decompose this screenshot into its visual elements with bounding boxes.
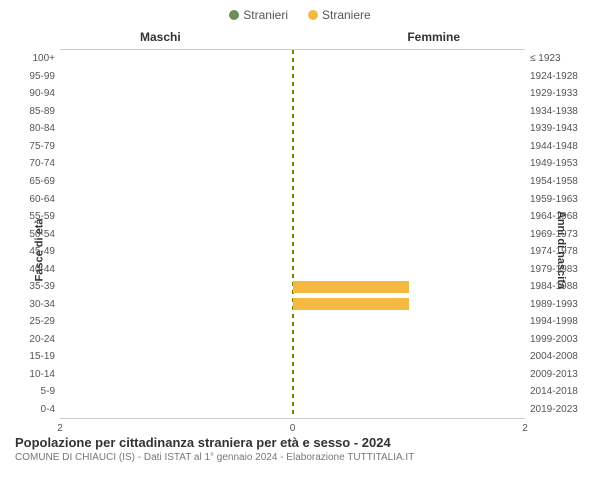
legend-dot-icon <box>308 10 318 20</box>
x-tick-label: 0 <box>290 423 296 434</box>
birth-year-label: 1939-1943 <box>530 123 590 134</box>
age-label: 50-54 <box>10 229 55 240</box>
age-label: 85-89 <box>10 106 55 117</box>
birth-year-label: 1929-1933 <box>530 88 590 99</box>
birth-year-label: 2019-2023 <box>530 404 590 415</box>
birth-year-label: 1994-1998 <box>530 316 590 327</box>
population-pyramid-chart: 100+≤ 192395-991924-192890-941929-193385… <box>60 49 525 419</box>
age-row: 5-92014-2018 <box>60 383 525 401</box>
birth-year-label: 1999-2003 <box>530 334 590 345</box>
age-row: 35-391984-1988 <box>60 278 525 296</box>
column-header-right: Femmine <box>407 30 460 44</box>
legend-label: Straniere <box>322 8 371 22</box>
age-row: 100+≤ 1923 <box>60 50 525 68</box>
birth-year-label: 1959-1963 <box>530 194 590 205</box>
age-row: 80-841939-1943 <box>60 120 525 138</box>
chart-footer: Popolazione per cittadinanza straniera p… <box>0 423 600 463</box>
birth-year-label: 1944-1948 <box>530 141 590 152</box>
birth-year-label: 1949-1953 <box>530 158 590 169</box>
legend-dot-icon <box>229 10 239 20</box>
age-label: 65-69 <box>10 176 55 187</box>
age-label: 45-49 <box>10 246 55 257</box>
age-row: 75-791944-1948 <box>60 138 525 156</box>
x-axis: 202 <box>60 419 525 423</box>
birth-year-label: ≤ 1923 <box>530 53 590 64</box>
x-tick-label: 2 <box>522 423 528 434</box>
birth-year-label: 1979-1983 <box>530 264 590 275</box>
age-row: 0-42019-2023 <box>60 401 525 419</box>
age-row: 55-591964-1968 <box>60 208 525 226</box>
birth-year-label: 1974-1978 <box>530 246 590 257</box>
age-row: 20-241999-2003 <box>60 331 525 349</box>
age-row: 95-991924-1928 <box>60 68 525 86</box>
age-row: 30-341989-1993 <box>60 295 525 313</box>
age-row: 65-691954-1958 <box>60 173 525 191</box>
birth-year-label: 1954-1958 <box>530 176 590 187</box>
birth-year-label: 2004-2008 <box>530 351 590 362</box>
age-label: 5-9 <box>10 386 55 397</box>
age-label: 95-99 <box>10 71 55 82</box>
birth-year-label: 1969-1973 <box>530 229 590 240</box>
age-row: 45-491974-1978 <box>60 243 525 261</box>
age-label: 15-19 <box>10 351 55 362</box>
age-label: 40-44 <box>10 264 55 275</box>
legend-label: Stranieri <box>243 8 288 22</box>
age-label: 55-59 <box>10 211 55 222</box>
age-row: 15-192004-2008 <box>60 348 525 366</box>
age-row: 10-142009-2013 <box>60 366 525 384</box>
age-label: 0-4 <box>10 404 55 415</box>
legend-item: Straniere <box>308 8 371 22</box>
legend: Stranieri Straniere <box>0 0 600 30</box>
age-row: 70-741949-1953 <box>60 155 525 173</box>
birth-year-label: 2014-2018 <box>530 386 590 397</box>
birth-year-label: 2009-2013 <box>530 369 590 380</box>
age-row: 25-291994-1998 <box>60 313 525 331</box>
age-row: 90-941929-1933 <box>60 85 525 103</box>
age-row: 40-441979-1983 <box>60 260 525 278</box>
age-label: 10-14 <box>10 369 55 380</box>
birth-year-label: 1984-1988 <box>530 281 590 292</box>
age-label: 100+ <box>10 53 55 64</box>
age-label: 20-24 <box>10 334 55 345</box>
birth-year-label: 1989-1993 <box>530 299 590 310</box>
column-header-left: Maschi <box>140 30 181 44</box>
legend-item: Stranieri <box>229 8 288 22</box>
chart-title: Popolazione per cittadinanza straniera p… <box>15 435 585 450</box>
age-label: 30-34 <box>10 299 55 310</box>
age-label: 75-79 <box>10 141 55 152</box>
age-label: 90-94 <box>10 88 55 99</box>
female-bar <box>293 298 409 310</box>
column-headers: Maschi Femmine <box>0 30 600 44</box>
age-label: 35-39 <box>10 281 55 292</box>
age-label: 80-84 <box>10 123 55 134</box>
x-tick-label: 2 <box>57 423 63 434</box>
female-bar <box>293 281 409 293</box>
chart-subtitle: COMUNE DI CHIAUCI (IS) - Dati ISTAT al 1… <box>15 452 585 463</box>
birth-year-label: 1934-1938 <box>530 106 590 117</box>
age-label: 70-74 <box>10 158 55 169</box>
age-row: 85-891934-1938 <box>60 103 525 121</box>
birth-year-label: 1964-1968 <box>530 211 590 222</box>
age-label: 60-64 <box>10 194 55 205</box>
age-row: 60-641959-1963 <box>60 190 525 208</box>
chart-rows: 100+≤ 192395-991924-192890-941929-193385… <box>60 50 525 418</box>
age-row: 50-541969-1973 <box>60 225 525 243</box>
age-label: 25-29 <box>10 316 55 327</box>
birth-year-label: 1924-1928 <box>530 71 590 82</box>
